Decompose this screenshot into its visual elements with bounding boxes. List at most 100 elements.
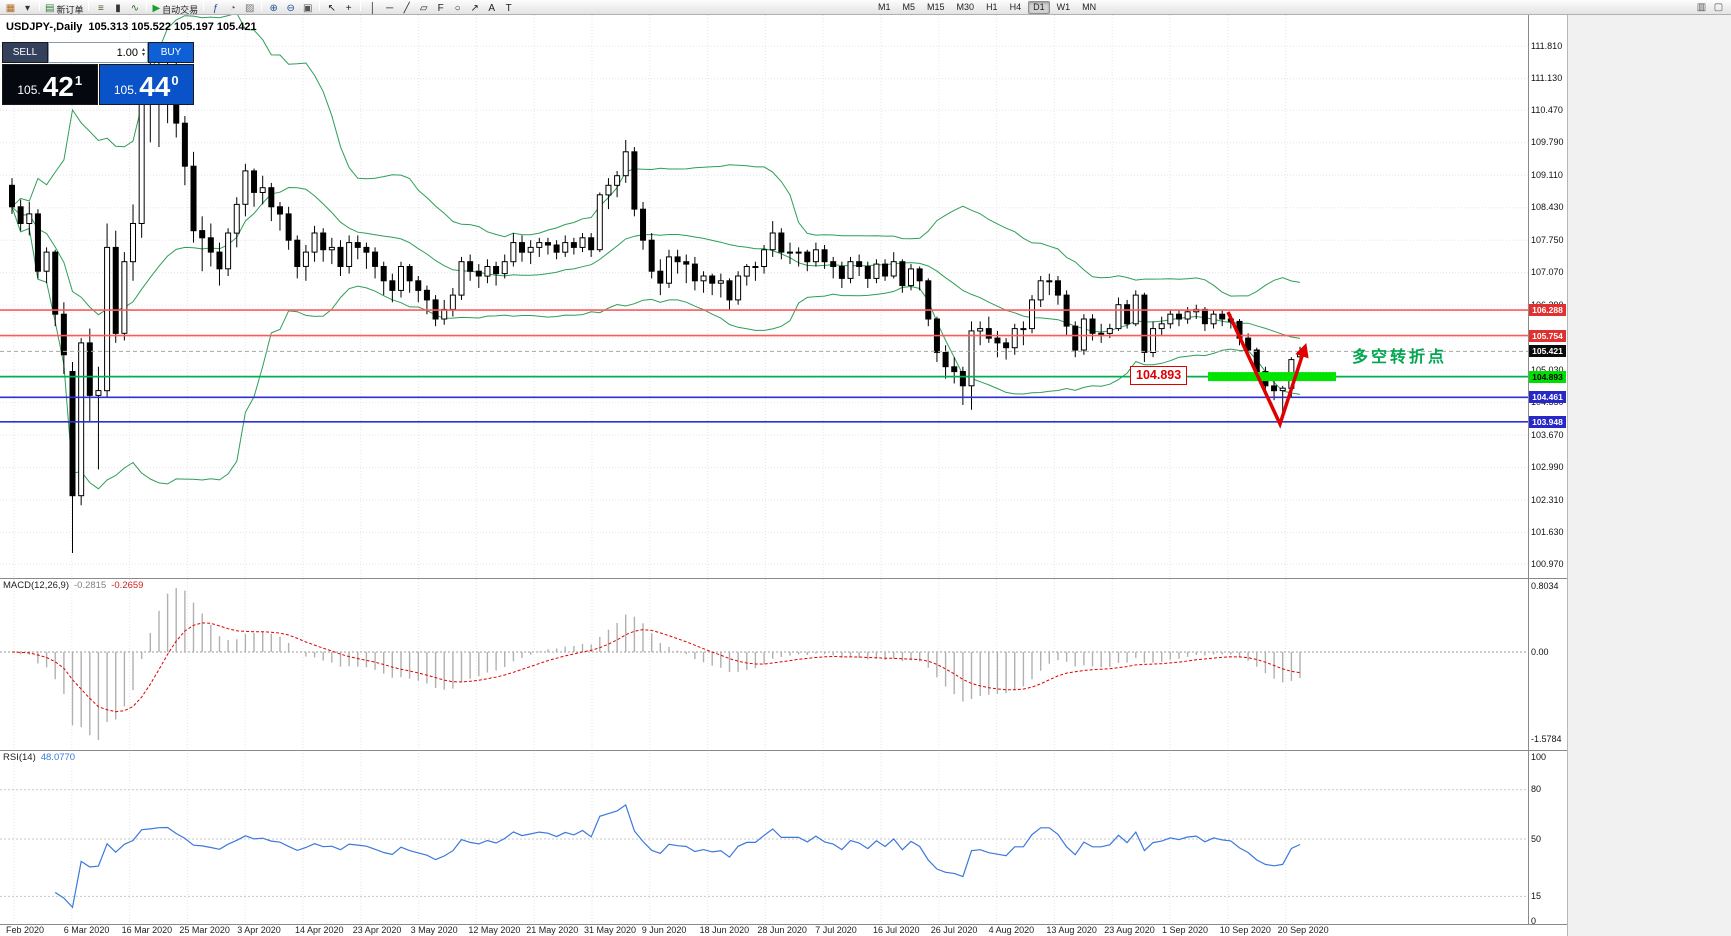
timeframe-button-d1[interactable]: D1	[1028, 1, 1050, 14]
buy-price-prefix: 105.	[113, 83, 138, 98]
timeframe-button-mn[interactable]: MN	[1082, 2, 1097, 12]
timeframe-button-m30[interactable]: M30	[956, 2, 975, 12]
toolbar-separator	[39, 0, 40, 11]
macd-value-1: -0.2815	[74, 580, 107, 591]
zoom-out-icon[interactable]: ⊖	[283, 3, 298, 16]
toolbar-separator	[88, 0, 90, 11]
candlestick-chart-icon[interactable]: ▮	[110, 3, 125, 16]
oct-controls-row: SELL 1.00 ▴ ▾ BUY	[2, 42, 194, 63]
trend-arrow-annotation[interactable]	[1226, 311, 1309, 429]
period-icon: ◔	[229, 3, 236, 14]
volume-spinner: ▴ ▾	[141, 46, 145, 58]
macd-layer	[11, 588, 1301, 740]
new-order-button-label: 新订单	[56, 4, 84, 15]
workspace-gutter	[1567, 15, 1731, 936]
label-tool-icon: T	[505, 3, 512, 14]
sell-price-big: 42	[42, 71, 74, 103]
chart-title: USDJPY-,Daily 105.313 105.522 105.197 105…	[6, 21, 263, 33]
window-cascade-icon[interactable]: ▥	[1694, 1, 1709, 14]
autotrading-button[interactable]: ▶ 自动交易	[151, 3, 199, 16]
spinner-up-icon[interactable]: ▴	[141, 46, 145, 53]
sell-price-panel[interactable]: 105. 42 1	[2, 64, 98, 105]
autotrading-button-label: 自动交易	[162, 4, 199, 15]
channel-icon: ▱	[419, 3, 428, 14]
one-click-trading-widget: SELL 1.00 ▴ ▾ BUY 105. 42 1 105. 44 0	[2, 42, 194, 105]
arrow-tool-icon[interactable]: ↗	[467, 3, 482, 16]
indicators-icon[interactable]: ƒ	[208, 3, 223, 16]
sell-button[interactable]: SELL	[2, 42, 48, 63]
line-chart-icon: ∿	[130, 3, 140, 14]
tile-windows-icon: ▣	[302, 3, 313, 14]
indicators-icon: ƒ	[212, 3, 219, 14]
cursor-icon: ↖	[327, 3, 336, 14]
arrow-tool-icon: ↗	[470, 3, 479, 14]
channel-icon[interactable]: ▱	[416, 3, 431, 16]
horizontal-line-icon: ─	[386, 3, 394, 14]
main-toolbar: ▦ ▾ ▤ 新订单 ≡ ▮ ∿ ▶ 自动交易 ƒ ◔ ▨ ⊕ ⊖ ▣ ↖ + │ ─ ╱ ▱ F ○ ↗ A T M1 M5 M15 M…	[0, 0, 1731, 15]
bar-chart-icon: ≡	[98, 3, 104, 14]
text-tool-icon[interactable]: A	[484, 3, 499, 16]
chart-profiles-icon[interactable]: ▾	[20, 3, 35, 16]
line-chart-icon[interactable]: ∿	[127, 3, 142, 16]
toolbar-separator	[319, 0, 321, 11]
macd-value-2: -0.2659	[111, 580, 144, 591]
toolbar-right-group: ▥ ▢	[1693, 0, 1727, 15]
rsi-layer	[54, 803, 1301, 909]
autotrading-icon: ▶	[152, 3, 161, 14]
period-icon[interactable]: ◔	[225, 3, 240, 16]
vertical-line-icon[interactable]: │	[365, 3, 380, 16]
macd-indicator-label: MACD(12,26,9) -0.2815 -0.2659	[3, 580, 143, 591]
toolbar-separator	[360, 0, 362, 11]
cursor-icon[interactable]: ↖	[324, 3, 339, 16]
crosshair-icon[interactable]: +	[341, 3, 356, 16]
new-chart-icon[interactable]: ▦	[3, 3, 18, 16]
window-cascade-icon: ▥	[1696, 1, 1707, 13]
shapes-icon: ○	[454, 3, 461, 14]
new-order-button[interactable]: ▤ 新订单	[44, 3, 84, 16]
timeframe-button-w1[interactable]: W1	[1056, 2, 1071, 12]
window-maximize-icon[interactable]: ▢	[1711, 1, 1726, 14]
toolbar-separator	[261, 0, 263, 11]
timeframe-button-m15[interactable]: M15	[927, 2, 945, 12]
text-tool-icon: A	[488, 3, 496, 14]
zoom-in-icon[interactable]: ⊕	[266, 3, 281, 16]
timeframe-button-m1[interactable]: M1	[878, 2, 891, 12]
buy-button[interactable]: BUY	[148, 42, 194, 63]
shapes-icon[interactable]: ○	[450, 3, 465, 16]
sell-price-pip: 1	[74, 73, 83, 88]
chart-profiles-icon: ▾	[24, 3, 31, 14]
horizontal-line-icon[interactable]: ─	[382, 3, 397, 16]
trendline-icon: ╱	[403, 3, 410, 14]
window-maximize-icon: ▢	[1713, 1, 1724, 13]
buy-price-panel[interactable]: 105. 44 0	[98, 64, 194, 105]
timeframe-button-h1[interactable]: H1	[986, 2, 998, 12]
toolbar-left-group: ▦ ▾ ▤ 新订单 ≡ ▮ ∿ ▶ 自动交易 ƒ ◔ ▨ ⊕ ⊖ ▣ ↖ + │ ─ ╱ ▱ F ○ ↗ A T	[2, 0, 517, 16]
support-highlight-band[interactable]	[1208, 372, 1336, 382]
toolbar-separator	[146, 0, 148, 11]
timeframe-button-h4[interactable]: H4	[1009, 2, 1022, 12]
rsi-indicator-label: RSI(14) 48.0770	[3, 752, 75, 763]
spinner-down-icon[interactable]: ▾	[141, 51, 145, 58]
fibonacci-icon[interactable]: F	[433, 3, 448, 16]
chart-symbol-period: USDJPY-,Daily	[6, 21, 83, 33]
bar-chart-icon[interactable]: ≡	[93, 3, 108, 16]
volume-input[interactable]: 1.00 ▴ ▾	[48, 42, 148, 63]
trendline-icon[interactable]: ╱	[399, 3, 414, 16]
new-order-icon: ▤	[45, 3, 55, 14]
rsi-value: 48.0770	[40, 752, 76, 763]
tile-windows-icon[interactable]: ▣	[300, 3, 315, 16]
buy-price-big: 44	[139, 71, 171, 103]
new-chart-icon: ▦	[5, 3, 16, 14]
template-icon: ▨	[244, 3, 255, 14]
template-icon[interactable]: ▨	[242, 3, 257, 16]
rsi-name: RSI(14)	[3, 752, 36, 763]
vertical-line-icon: │	[369, 3, 376, 14]
fibonacci-icon: F	[437, 3, 444, 14]
crosshair-icon: +	[345, 3, 352, 14]
volume-value: 1.00	[116, 46, 138, 59]
label-tool-icon[interactable]: T	[501, 3, 516, 16]
timeframe-button-m5[interactable]: M5	[902, 2, 916, 12]
candlestick-chart-icon: ▮	[115, 3, 121, 14]
